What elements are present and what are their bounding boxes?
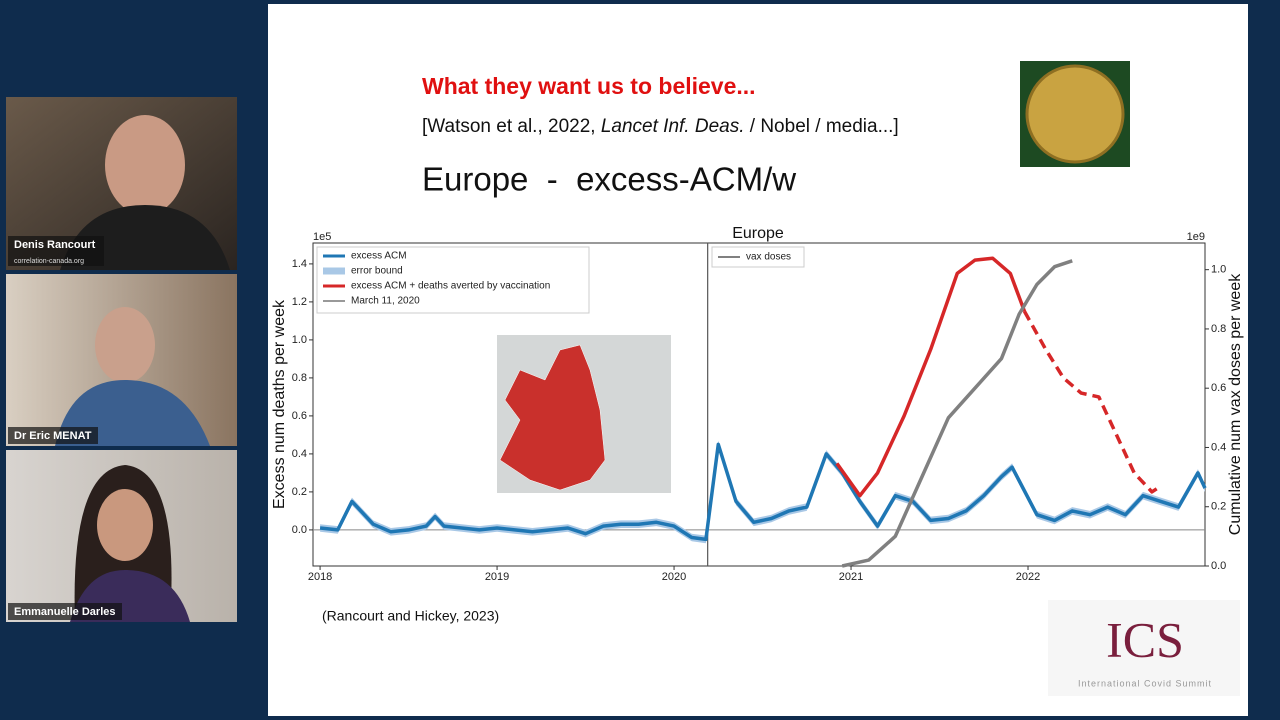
y2-tick-label: 0.4	[1211, 441, 1226, 453]
medal	[1025, 64, 1125, 164]
citation: [Watson et al., 2022, Lancet Inf. Deas. …	[422, 116, 899, 137]
source: (Rancourt and Hickey, 2023)	[322, 608, 499, 624]
logo-name: International Covid Summit	[1078, 678, 1212, 688]
x-tick-label: 2018	[308, 571, 332, 583]
name-tag	[8, 427, 98, 444]
y2-axis-label: Cumulative num vax doses per week	[1227, 273, 1244, 535]
legend-label: excess ACM	[351, 251, 407, 262]
y-tick-label: 0.0	[292, 524, 307, 536]
y2-tick-label: 0.2	[1211, 501, 1226, 513]
logo	[1048, 600, 1240, 696]
y-tick-label: 0.2	[292, 486, 307, 498]
line-series	[841, 259, 1073, 568]
y-tick-label: 0.8	[292, 372, 307, 384]
person	[105, 115, 185, 215]
legend	[711, 246, 805, 268]
legend-label: vax doses	[746, 252, 791, 263]
x-tick-label: 2020	[662, 571, 686, 583]
line-series	[835, 256, 1027, 498]
participant-name: Emmanuelle Darles	[14, 606, 116, 618]
citation-part: [Watson et al., 2022,	[422, 116, 601, 137]
legend-label: error bound	[351, 266, 403, 277]
y2-tick-label: 0.6	[1211, 382, 1226, 394]
citation-part: / Nobel / media...]	[745, 116, 899, 137]
line-series	[319, 442, 1207, 542]
citation-part: Lancet Inf. Deas.	[601, 116, 745, 137]
legend-label: excess ACM + deaths averted by vaccinati…	[351, 281, 550, 292]
map-region	[499, 344, 606, 491]
y-tick-label: 1.4	[292, 258, 307, 270]
line-series-dashed	[1022, 310, 1162, 494]
name-tag	[8, 236, 104, 266]
chart-title: Europe	[732, 225, 784, 242]
y-tick-label: 0.4	[292, 448, 307, 460]
plot-frame	[312, 242, 1206, 567]
y2-scale: 1e9	[1187, 231, 1205, 243]
y-axis-label: Excess num deaths per week	[271, 299, 288, 509]
person	[95, 307, 155, 383]
y2-tick-label: 0.0	[1211, 560, 1226, 572]
y-tick-label: 0.6	[292, 410, 307, 422]
x-tick-label: 2021	[839, 571, 863, 583]
y2-tick-label: 0.8	[1211, 323, 1226, 335]
participant-name: Denis Rancourt	[14, 239, 96, 251]
x-tick-label: 2022	[1016, 571, 1040, 583]
y-tick-label: 1.0	[292, 334, 307, 346]
legend	[316, 246, 590, 314]
participant-subtitle: correlation-canada.org	[14, 258, 84, 265]
participant-name: Dr Eric MENAT	[14, 430, 92, 442]
y2-tick-label: 1.0	[1211, 264, 1226, 276]
person	[97, 489, 153, 561]
slide-heading: Europe - excess-ACM/w	[422, 161, 796, 198]
error-band	[320, 440, 1206, 544]
y-tick-label: 1.2	[292, 296, 307, 308]
logo-letters: ICS	[1106, 611, 1184, 667]
name-tag	[8, 603, 122, 620]
chart: 2018 2019 2020 2021 2022 0.0 0.2 0.4 0.6 0.8 1.0 1.…	[271, 225, 1244, 583]
slide-title: What they want us to believe...	[422, 73, 756, 99]
x-tick-label: 2019	[485, 571, 509, 583]
legend-label: March 11, 2020	[351, 296, 420, 307]
y-scale: 1e5	[313, 231, 331, 243]
